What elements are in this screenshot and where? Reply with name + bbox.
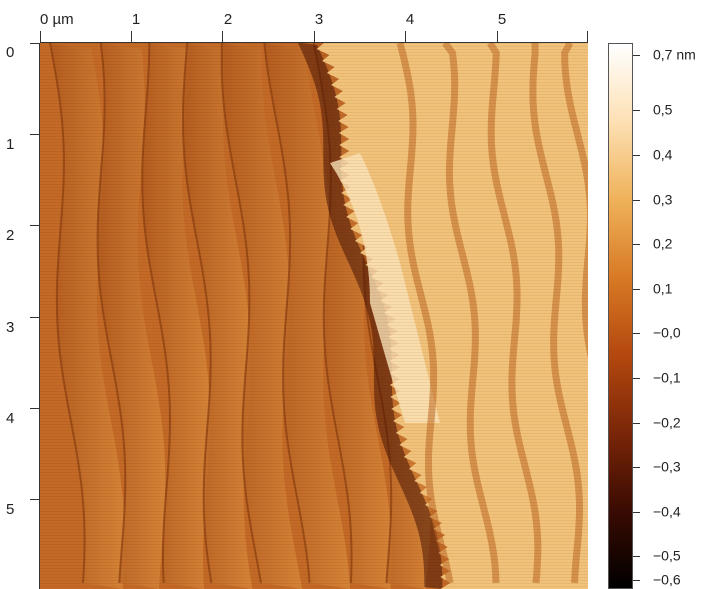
y-axis: 0 1 2 3 4 5	[0, 0, 40, 589]
colorbar-label: 0,5	[653, 101, 673, 118]
colorbar-label: −0,3	[653, 458, 681, 475]
colorbar-tick	[633, 512, 640, 513]
x-tick	[405, 31, 406, 43]
colorbar-label: −0,5	[653, 547, 681, 564]
colorbar-tick	[633, 55, 640, 56]
colorbar-tick	[633, 467, 640, 468]
x-tick-label: 5	[497, 11, 507, 28]
colorbar-label: −0,0	[653, 324, 681, 341]
colorbar-tick	[633, 378, 640, 379]
y-tick	[30, 225, 40, 226]
colorbar-tick	[633, 556, 640, 557]
y-tick	[30, 134, 40, 135]
colorbar-label: −0,4	[653, 503, 681, 520]
x-tick-label: 3	[314, 11, 324, 28]
colorbar-label: 0,1	[653, 280, 673, 297]
x-tick	[222, 31, 223, 43]
afm-scan-svg	[40, 43, 588, 589]
afm-topography-image	[40, 43, 588, 589]
colorbar-label: −0,1	[653, 369, 681, 386]
colorbar-label: 0,4	[653, 146, 673, 163]
x-tick	[40, 31, 41, 43]
scan-lines	[40, 43, 588, 589]
colorbar-label: −0,6	[653, 571, 681, 588]
colorbar-label: 0,7 nm	[653, 46, 696, 63]
x-tick	[131, 31, 132, 43]
y-axis-line	[39, 43, 40, 589]
x-tick	[314, 31, 315, 43]
y-tick	[30, 317, 40, 318]
y-tick-label: 3	[6, 319, 15, 336]
y-tick-label: 2	[6, 227, 15, 244]
x-tick-label: 1	[131, 11, 141, 28]
colorbar-tick	[633, 423, 640, 424]
y-tick-label: 0	[6, 44, 15, 61]
colorbar-tick	[633, 155, 640, 156]
colorbar-label: 0,3	[653, 191, 673, 208]
x-tick-label: 2	[223, 11, 233, 28]
colorbar-scale: 0,7 nm 0,5 0,4 0,3 0,2 0,1 −0,0 −0,1 −0,…	[633, 0, 707, 589]
height-colorbar	[608, 43, 633, 589]
x-axis: 0 µm 1 2 3 4 5	[0, 0, 600, 43]
colorbar-tick	[633, 110, 640, 111]
colorbar-tick	[633, 244, 640, 245]
colorbar-label: −0,2	[653, 414, 681, 431]
y-tick	[30, 408, 40, 409]
y-tick-label: 1	[6, 136, 15, 153]
x-tick-label: 4	[405, 11, 415, 28]
colorbar-tick	[633, 200, 640, 201]
x-tick	[587, 31, 588, 43]
x-tick	[497, 31, 498, 43]
x-tick-label: 0 µm	[40, 11, 74, 28]
colorbar-tick	[633, 333, 640, 334]
y-tick-label: 5	[6, 501, 15, 518]
y-tick-label: 4	[6, 410, 15, 427]
colorbar-tick	[633, 580, 640, 581]
y-tick	[30, 43, 40, 44]
colorbar-tick	[633, 289, 640, 290]
y-tick	[30, 499, 40, 500]
colorbar-label: 0,2	[653, 235, 673, 252]
